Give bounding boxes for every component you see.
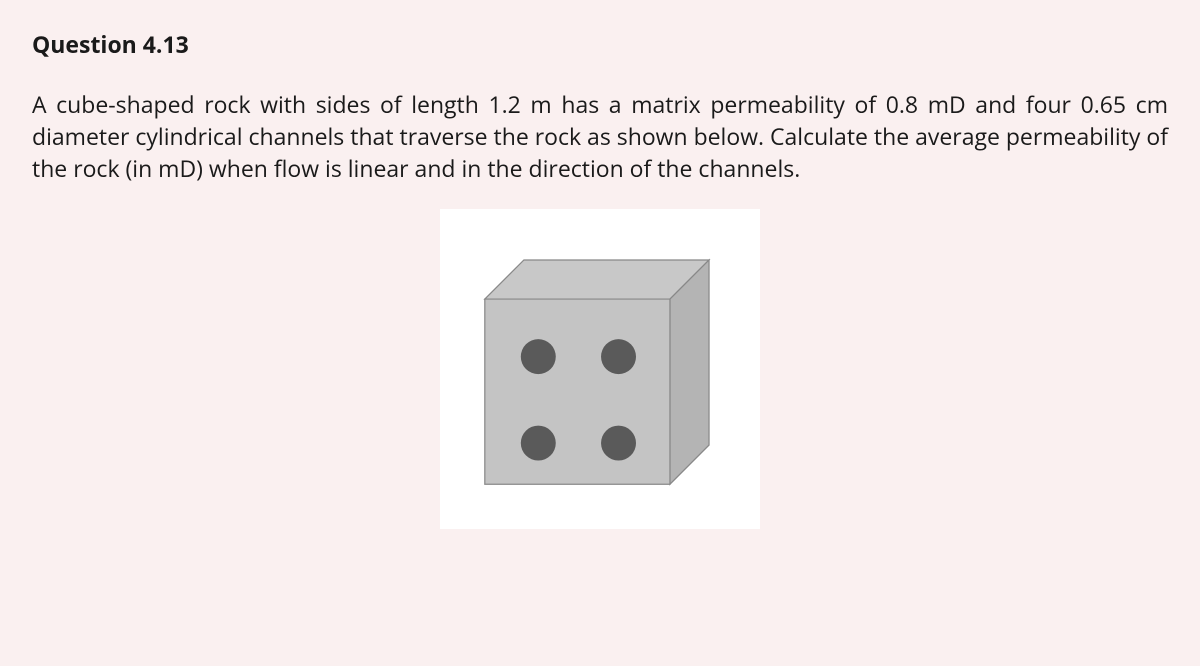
channel-hole-2 bbox=[601, 339, 636, 374]
cube-side-face bbox=[670, 260, 709, 484]
figure-frame bbox=[440, 209, 760, 529]
cube-diagram bbox=[456, 225, 744, 513]
cube-front-face bbox=[485, 299, 670, 484]
channel-hole-4 bbox=[601, 425, 636, 460]
question-title: Question 4.13 bbox=[32, 28, 1168, 60]
channel-hole-3 bbox=[521, 425, 556, 460]
figure-container bbox=[32, 209, 1168, 529]
question-body: A cube-shaped rock with sides of length … bbox=[32, 88, 1168, 185]
channel-hole-1 bbox=[521, 339, 556, 374]
